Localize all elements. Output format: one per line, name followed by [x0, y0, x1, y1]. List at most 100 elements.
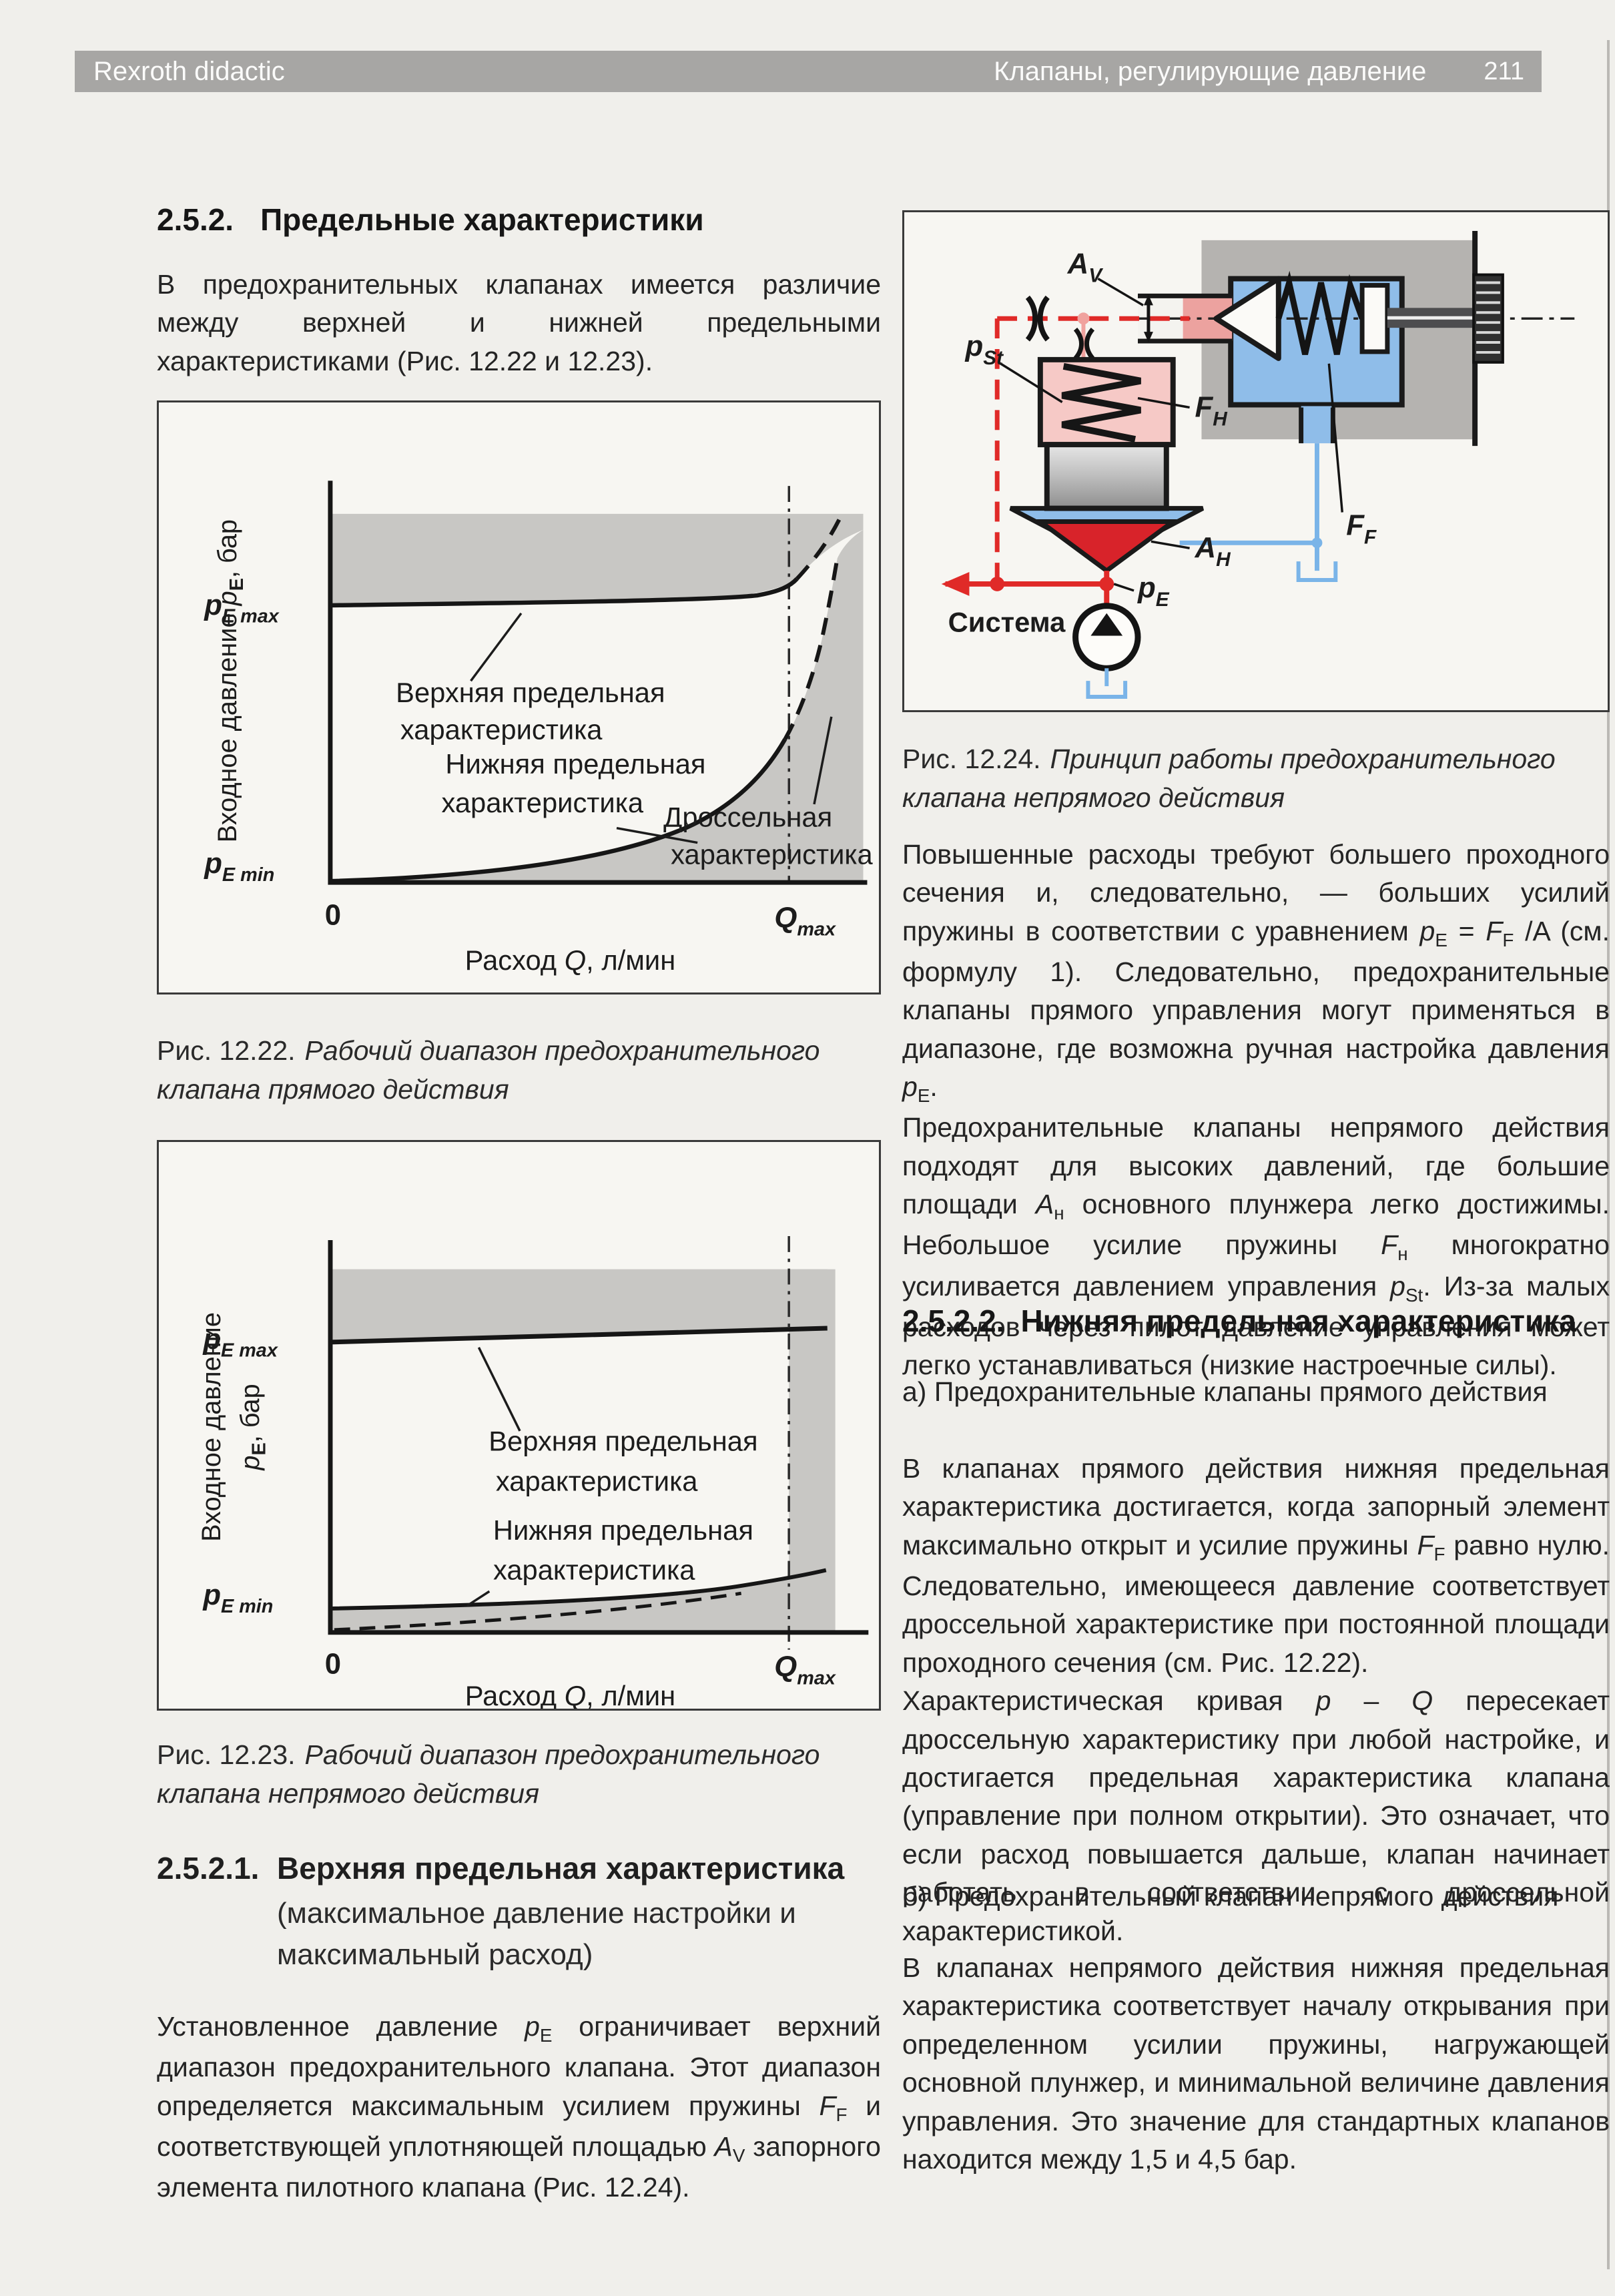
lower-curve-label: Нижняя предельная: [445, 748, 705, 780]
pilot-poppet: [1213, 276, 1281, 361]
header-brand: Rexroth didactic: [93, 56, 285, 86]
y-axis-label: Входное давление pE, бар: [213, 519, 248, 842]
section-title: Верхняя предельная характеристика: [277, 1851, 845, 1886]
pilot-spring: [1061, 362, 1141, 443]
page-header: Rexroth didactic Клапаны, регулирующие д…: [75, 51, 1542, 92]
leader-ff: [1327, 363, 1343, 513]
figure-12-24: AV pSt FH FF AH pE Система: [902, 210, 1610, 712]
leader-throttle: [813, 716, 833, 805]
caption-label: Рис. 12.24.: [902, 744, 1041, 774]
lower-curve-label2: характеристика: [441, 787, 643, 818]
paragraph: Предохранительные клапаны непрямого дейс…: [902, 1112, 1610, 1381]
valve-schematic: AV pSt FH FF AH pE Система: [941, 230, 1575, 699]
caption-label: Рис. 12.22.: [157, 1035, 296, 1066]
main-plunger: [1044, 442, 1169, 511]
axes: [328, 1239, 869, 1635]
section-number: 2.5.2.: [157, 202, 234, 237]
throttle-curve-label: Дроссельная: [663, 802, 832, 833]
figure-12-22: Верхняя предельная характеристика Дроссе…: [157, 400, 881, 994]
chart-12-23: Верхняя предельная характеристика Нижняя…: [197, 1236, 869, 1711]
shaded-region-upper: [330, 1269, 828, 1342]
label-system: Система: [948, 607, 1066, 638]
paragraph: В клапанах непрямого действия нижняя пре…: [902, 1952, 1610, 2175]
list-item-a: а) Предохранительные клапаны прямого дей…: [902, 1376, 1548, 1407]
leader-ah: [1151, 540, 1190, 549]
spring-plate: [1359, 283, 1390, 354]
paragraph: Повышенные расходы требуют большего прох…: [902, 839, 1610, 1107]
upper-limit-curve-dashed: [795, 513, 844, 581]
caption-text: Рабочий диапазон предохранительного клап…: [157, 1739, 820, 1809]
section-heading-2521: 2.5.2.1. Верхняя предельная характеристи…: [157, 1850, 881, 1972]
main-poppet-cone: [1033, 519, 1181, 574]
caption-12-23: Рис. 12.23. Рабочий диапазон предохраните…: [157, 1735, 881, 1813]
caption-text: Принцип работы предохранительного клапан…: [902, 744, 1556, 814]
lower-line-label: Нижняя предельная: [493, 1514, 753, 1546]
throttle-curve-label2: характеристика: [671, 838, 873, 870]
section-subtitle: максимальный расход): [277, 1938, 593, 1971]
leader-upper: [470, 612, 523, 682]
qmax-tick: Qmax: [774, 1650, 836, 1689]
caption-12-24: Рис. 12.24. Принцип работы предохранитель…: [902, 740, 1610, 817]
leader-lower: [616, 826, 698, 844]
upper-curve-label2: характеристика: [400, 714, 603, 746]
shaded-region-lower: [330, 529, 864, 883]
upper-limit-line: [330, 1326, 828, 1345]
drain-junction-dot: [1311, 537, 1323, 549]
lower-dashed-line: [334, 1591, 742, 1632]
leader-fh: [1137, 396, 1190, 409]
lower-line-label2: характеристика: [493, 1554, 695, 1585]
qmax-tick: Qmax: [774, 902, 836, 940]
tank-symbol: [1296, 561, 1338, 582]
list-item-b: б) Предохранительный клапан непрямого де…: [902, 1881, 1559, 1912]
label-pst: pSt: [964, 330, 1004, 369]
main-spring: [1275, 270, 1365, 355]
pe-min-tick: pE min: [202, 1579, 273, 1617]
y-axis-label-line2: pE, бар: [236, 1384, 270, 1470]
label-fh: FH: [1195, 390, 1229, 430]
arrow-up-icon: [1143, 294, 1153, 306]
lower-limit-line: [330, 1568, 827, 1611]
arrow-down-icon: [1143, 332, 1153, 343]
orifice-icon: [1073, 327, 1084, 360]
x-axis-label: Расход Q, л/мин: [465, 944, 676, 976]
label-ff: FF: [1346, 509, 1377, 548]
label-av: AV: [1067, 248, 1104, 287]
section-heading-2522: 2.5.2.2. Нижняя предельная характеристик…: [902, 1303, 1610, 1339]
section-number: 2.5.2.2.: [902, 1304, 1005, 1338]
section-title: Предельные характеристики: [260, 202, 704, 237]
leader-pe: [1113, 583, 1135, 592]
paragraph: В клапанах прямого действия нижняя преде…: [902, 1453, 1610, 1678]
label-pe: pE: [1137, 571, 1170, 611]
shaded-region-upper: [330, 513, 864, 605]
shaded-region-lower: [330, 1572, 826, 1633]
knob-knurling: [1476, 281, 1500, 354]
pe-max-tick: pE max: [202, 1323, 278, 1362]
x-zero-tick: 0: [325, 899, 341, 932]
caption-12-22: Рис. 12.22. Рабочий диапазон предохраните…: [157, 1031, 881, 1109]
caption-label: Рис. 12.23.: [157, 1739, 296, 1770]
orifice-icon: [1037, 295, 1050, 342]
right-text-block-1: Повышенные расходы требуют большего прох…: [902, 836, 1610, 1385]
orifice-icon: [1025, 295, 1038, 342]
pump-flow-triangle: [1090, 613, 1123, 636]
scan-edge-line: [1607, 40, 1610, 2269]
adjustment-knob: [1472, 273, 1504, 364]
chamber-drain-channel: [1301, 406, 1333, 444]
tank-symbol: [1086, 681, 1128, 699]
axes: [328, 481, 868, 885]
system-arrow: [941, 572, 970, 596]
chart-12-22: Верхняя предельная характеристика Дроссе…: [204, 481, 874, 976]
y-axis-label-line1: Входное давление: [197, 1312, 226, 1542]
leader-lower: [466, 1590, 491, 1607]
throttle-curve-dashed: [783, 557, 840, 741]
junction-dot: [990, 577, 1005, 591]
figure-12-23: Верхняя предельная характеристика Нижняя…: [157, 1140, 881, 1711]
upper-curve-label: Верхняя предельная: [396, 677, 665, 708]
page-number: 211: [1484, 57, 1524, 85]
paragraph-set-pressure: Установленное давление pE ограничивает в…: [157, 2011, 881, 2203]
upper-line-label2: характеристика: [496, 1465, 698, 1496]
paragraph: Характеристическая кривая p – Q пересека…: [902, 1685, 1610, 1946]
leader-av: [1097, 278, 1144, 306]
lower-limit-curve: [330, 738, 787, 884]
